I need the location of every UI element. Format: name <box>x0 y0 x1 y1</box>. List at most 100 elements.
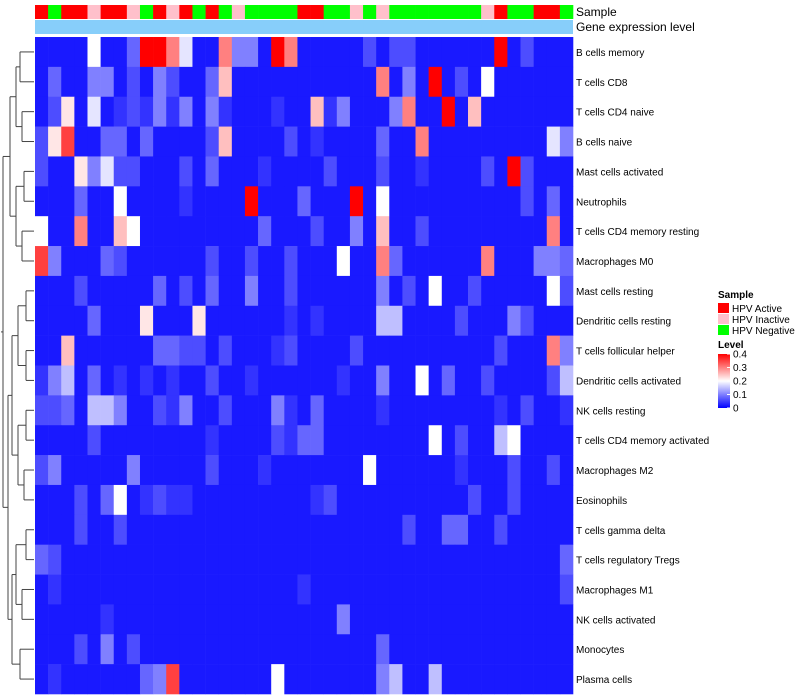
heatmap-cell <box>271 37 285 68</box>
heatmap-cell <box>179 574 193 605</box>
heatmap-cell <box>376 544 390 575</box>
heatmap-cell <box>258 365 272 396</box>
heatmap-cell <box>402 574 416 605</box>
sample-annotation-cell <box>153 5 167 19</box>
heatmap-cell <box>402 634 416 665</box>
sample-annotation-cell <box>336 5 351 19</box>
heatmap-cell <box>113 126 128 157</box>
heatmap-cell <box>258 305 272 336</box>
heatmap-cell <box>271 604 285 635</box>
heatmap-cell <box>349 395 364 426</box>
heatmap-cell <box>179 395 193 426</box>
heatmap-cell <box>126 126 141 157</box>
heatmap-cell <box>205 664 220 695</box>
heatmap-cell <box>546 275 561 307</box>
heatmap-cell <box>507 664 521 695</box>
sample-annotation-cell <box>481 5 495 19</box>
heatmap-cell <box>481 246 495 277</box>
heatmap-cell <box>310 544 324 575</box>
heatmap-cell <box>520 275 534 307</box>
heatmap-cell <box>126 395 141 426</box>
heatmap-cell <box>520 156 534 187</box>
heatmap-cell <box>546 604 561 635</box>
heatmap-cell <box>166 455 180 486</box>
heatmap-cell <box>258 664 272 695</box>
heatmap-cell <box>494 544 508 575</box>
heatmap-cell <box>205 574 220 605</box>
heatmap-cell <box>192 365 206 396</box>
sample-annotation-cell <box>520 5 534 19</box>
heatmap-cell <box>349 484 364 516</box>
heatmap-cell <box>468 514 482 545</box>
heatmap-cell <box>126 604 141 635</box>
heatmap-cell <box>494 275 508 307</box>
heatmap-cell <box>323 275 338 307</box>
sample-annotation-cell <box>35 5 49 19</box>
heatmap-cell <box>546 335 561 366</box>
heatmap-cell <box>244 425 259 456</box>
sample-annotation-cell <box>166 5 180 19</box>
heatmap-cell <box>363 395 377 426</box>
heatmap-cell <box>153 544 167 575</box>
heatmap-cell <box>139 664 154 695</box>
heatmap-cell <box>520 66 534 98</box>
heatmap-cell <box>87 544 101 575</box>
heatmap-cell <box>271 66 285 98</box>
heatmap-cell <box>481 126 495 157</box>
heatmap-cell <box>454 455 469 486</box>
heatmap-cell <box>415 664 429 695</box>
heatmap-cell <box>349 156 364 187</box>
heatmap-cell <box>192 37 206 68</box>
sample-annotation-cell <box>349 5 364 19</box>
heatmap-cell <box>179 634 193 665</box>
heatmap-cell <box>192 484 206 516</box>
heatmap-cell <box>494 216 508 247</box>
heatmap-cell <box>520 455 534 486</box>
sample-annotation-cell <box>205 5 220 19</box>
heatmap-cell <box>533 126 548 157</box>
heatmap-cell <box>205 425 220 456</box>
heatmap-cell <box>468 156 482 187</box>
heatmap-cell <box>244 365 259 396</box>
heatmap-cell <box>481 365 495 396</box>
heatmap-cell <box>428 365 443 396</box>
heatmap-cell <box>179 455 193 486</box>
heatmap-cell <box>507 216 521 247</box>
heatmap-cell <box>363 455 377 486</box>
heatmap-cell <box>100 514 115 545</box>
heatmap-cell <box>205 395 220 426</box>
heatmap-cell <box>179 335 193 366</box>
heatmap-cell <box>74 66 88 98</box>
heatmap-cell <box>533 275 548 307</box>
heatmap-cell <box>74 574 88 605</box>
heatmap-cell <box>507 604 521 635</box>
heatmap-cell <box>494 365 508 396</box>
heatmap-cell <box>415 395 429 426</box>
heatmap-cell <box>244 484 259 516</box>
heatmap-cell <box>363 246 377 277</box>
heatmap-cell <box>520 425 534 456</box>
heatmap-cell <box>454 186 469 217</box>
heatmap-cell <box>126 156 141 187</box>
heatmap-cell <box>454 604 469 635</box>
heatmap-cell <box>454 425 469 456</box>
heatmap-cell <box>61 574 75 605</box>
heatmap-cell <box>35 66 49 98</box>
heatmap-cell <box>389 455 403 486</box>
heatmap-cell <box>297 335 311 366</box>
heatmap-cell <box>244 246 259 277</box>
heatmap-cell <box>494 395 508 426</box>
heatmap-cell <box>192 275 206 307</box>
heatmap-cell <box>87 455 101 486</box>
heatmap-cell <box>74 246 88 277</box>
heatmap-cell <box>153 66 167 98</box>
heatmap-cell <box>468 634 482 665</box>
heatmap-cell <box>363 604 377 635</box>
heatmap-cell <box>376 365 390 396</box>
heatmap-cell <box>481 305 495 336</box>
heatmap-cell <box>376 455 390 486</box>
heatmap-cell <box>297 455 311 486</box>
heatmap-cell <box>205 365 220 396</box>
heatmap-cell <box>48 216 62 247</box>
heatmap-cell <box>244 96 259 127</box>
